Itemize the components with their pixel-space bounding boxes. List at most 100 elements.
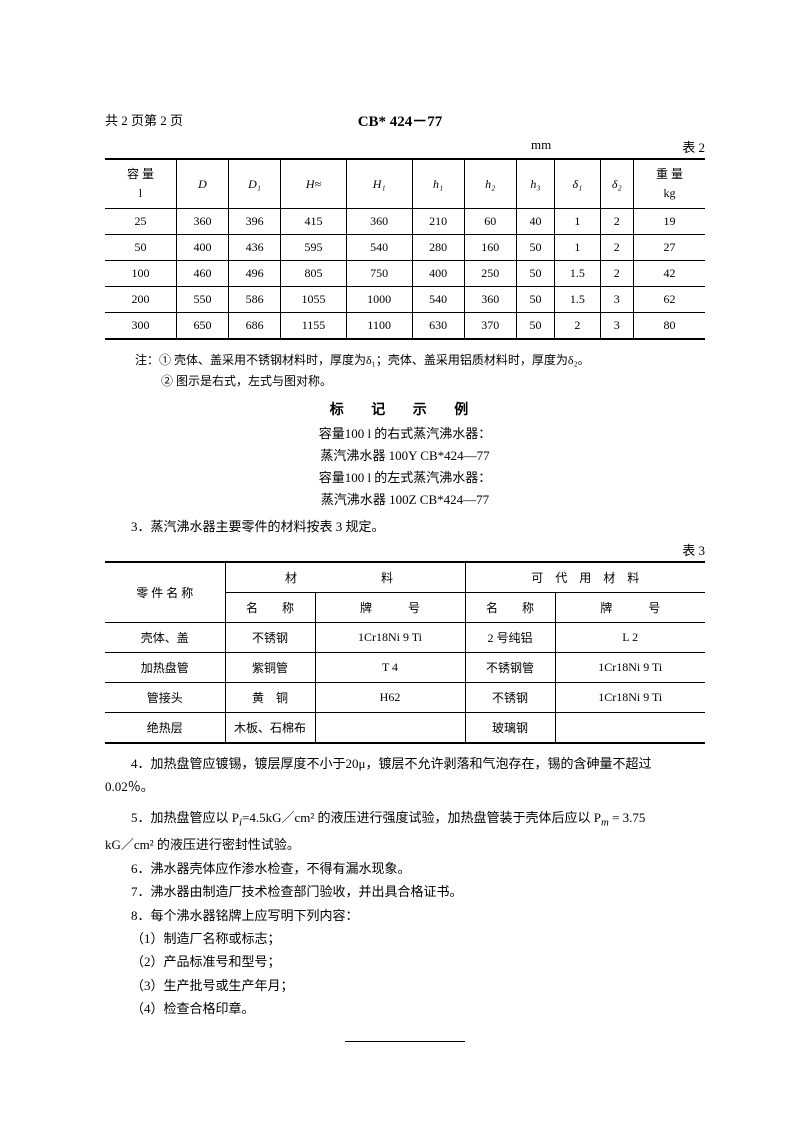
para-4-cont: 0.02％。 (105, 775, 705, 798)
table-cell: 400 (176, 235, 228, 261)
table-cell: 630 (412, 313, 464, 340)
table-cell: 不锈钢 (225, 622, 315, 652)
table-cell: 40 (516, 209, 555, 235)
table-cell: 50 (105, 235, 176, 261)
table-row: 加热盘管紫铜管T 4不锈钢管1Cr18Ni 9 Ti (105, 652, 705, 682)
table-cell (555, 712, 705, 743)
table-cell: 绝热层 (105, 712, 225, 743)
table-cell: 540 (346, 235, 412, 261)
col-alt: 可 代 用 材 料 (465, 562, 705, 593)
col-h3: h₃ (516, 159, 555, 209)
table2-unit: mm (531, 137, 551, 156)
marking-body: 容量100 l 的右式蒸汽沸水器： 蒸汽沸水器 100Y CB*424—77 容… (105, 423, 705, 511)
table-cell: 加热盘管 (105, 652, 225, 682)
table-cell: 1.5 (555, 261, 600, 287)
table-cell: 1 (555, 235, 600, 261)
para-4: 4．加热盘管应镀锡，镀层厚度不小于20μ，镀层不允许剥落和气泡存在，锡的含砷量不… (105, 752, 705, 775)
table-cell: 415 (281, 209, 347, 235)
table-cell: 木板、石棉布 (225, 712, 315, 743)
sub-2: （2）产品标准号和型号； (105, 950, 705, 973)
sub-3: （3）生产批号或生产年月； (105, 974, 705, 997)
table-cell: 19 (634, 209, 706, 235)
table-cell: 1Cr18Ni 9 Ti (555, 682, 705, 712)
table-cell: 50 (516, 235, 555, 261)
table-cell: 460 (176, 261, 228, 287)
table-cell: 360 (346, 209, 412, 235)
table-cell: 360 (176, 209, 228, 235)
table-cell: 25 (105, 209, 176, 235)
col-H: H≈ (281, 159, 347, 209)
col-weight: 重 量 (656, 167, 683, 181)
table-cell: 27 (634, 235, 706, 261)
table-cell: 750 (346, 261, 412, 287)
table-cell: 不锈钢管 (465, 652, 555, 682)
table-row: 100460496805750400250501.5242 (105, 261, 705, 287)
table-cell: 3 (600, 313, 633, 340)
table-cell: 50 (516, 261, 555, 287)
table-cell: 200 (105, 287, 176, 313)
section-3: 3．蒸汽沸水器主要零件的材料按表 3 规定。 (105, 516, 705, 538)
table-cell: 100 (105, 261, 176, 287)
table-cell: 62 (634, 287, 706, 313)
table-cell: 2 (600, 209, 633, 235)
table-row: 50400436595540280160501227 (105, 235, 705, 261)
table-cell: L 2 (555, 622, 705, 652)
table2-meta: mm 表 2 (105, 137, 705, 156)
marking-line-1: 容量100 l 的右式蒸汽沸水器： (105, 423, 705, 445)
table-cell: 540 (412, 287, 464, 313)
table-cell: 496 (229, 261, 281, 287)
para-6: 6．沸水器壳体应作渗水检查，不得有漏水现象。 (105, 857, 705, 880)
table-row: 30065068611551100630370502380 (105, 313, 705, 340)
table-row: 绝热层木板、石棉布 玻璃钢 (105, 712, 705, 743)
table-cell: 300 (105, 313, 176, 340)
table-row: 2536039641536021060401219 (105, 209, 705, 235)
col-h1: h₁ (412, 159, 464, 209)
table-cell: 360 (464, 287, 516, 313)
col-D1: D₁ (229, 159, 281, 209)
table-cell: H62 (315, 682, 465, 712)
table-cell: 1155 (281, 313, 347, 340)
table-cell: 玻璃钢 (465, 712, 555, 743)
table3: 零 件 名 称 材 料 可 代 用 材 料 名 称 牌 号 名 称 牌 号 壳体… (105, 561, 705, 744)
table-cell: 436 (229, 235, 281, 261)
table-cell: 50 (516, 313, 555, 340)
sub-1: （1）制造厂名称或标志； (105, 927, 705, 950)
col-mat-name: 名 称 (225, 592, 315, 622)
para-7: 7．沸水器由制造厂技术检查部门验收，并出具合格证书。 (105, 880, 705, 903)
table-cell: 595 (281, 235, 347, 261)
footer-divider (345, 1041, 465, 1042)
col-capacity: 容 量 (127, 167, 154, 181)
table-cell: 370 (464, 313, 516, 340)
col-h2: h₂ (464, 159, 516, 209)
table-cell: 1055 (281, 287, 347, 313)
table-cell: 210 (412, 209, 464, 235)
table-cell: 550 (176, 287, 228, 313)
table-cell: 2 (600, 235, 633, 261)
table-cell: 1000 (346, 287, 412, 313)
document-title: CB* 424－77 (358, 110, 443, 131)
table3-header-row1: 零 件 名 称 材 料 可 代 用 材 料 (105, 562, 705, 593)
table-cell: 250 (464, 261, 516, 287)
col-H1: H₁ (346, 159, 412, 209)
table2-label: 表 2 (682, 137, 705, 156)
table2-header-row: 容 量l D D₁ H≈ H₁ h₁ h₂ h₃ δ₁ δ₂ 重 量kg (105, 159, 705, 209)
para-5: 5．加热盘管应以 Pi=4.5kG／cm² 的液压进行强度试验，加热盘管装于壳体… (105, 806, 705, 833)
marking-line-3: 容量100 l 的左式蒸汽沸水器： (105, 467, 705, 489)
table-cell: 50 (516, 287, 555, 313)
table-cell: 42 (634, 261, 706, 287)
table-cell: 紫铜管 (225, 652, 315, 682)
col-unit-kg: kg (664, 186, 676, 200)
table-cell: 壳体、盖 (105, 622, 225, 652)
table-cell: T 4 (315, 652, 465, 682)
col-delta1: δ₁ (555, 159, 600, 209)
marking-title: 标 记 示 例 (105, 399, 705, 419)
table-cell: 2 号纯铝 (465, 622, 555, 652)
col-alt-name: 名 称 (465, 592, 555, 622)
table-row: 管接头黄 铜H62不锈钢1Cr18Ni 9 Ti (105, 682, 705, 712)
col-D: D (176, 159, 228, 209)
table-cell: 160 (464, 235, 516, 261)
table-cell: 不锈钢 (465, 682, 555, 712)
table-row: 壳体、盖不锈钢1Cr18Ni 9 Ti2 号纯铝L 2 (105, 622, 705, 652)
table-cell: 1.5 (555, 287, 600, 313)
marking-line-2: 蒸汽沸水器 100Y CB*424—77 (105, 445, 705, 467)
